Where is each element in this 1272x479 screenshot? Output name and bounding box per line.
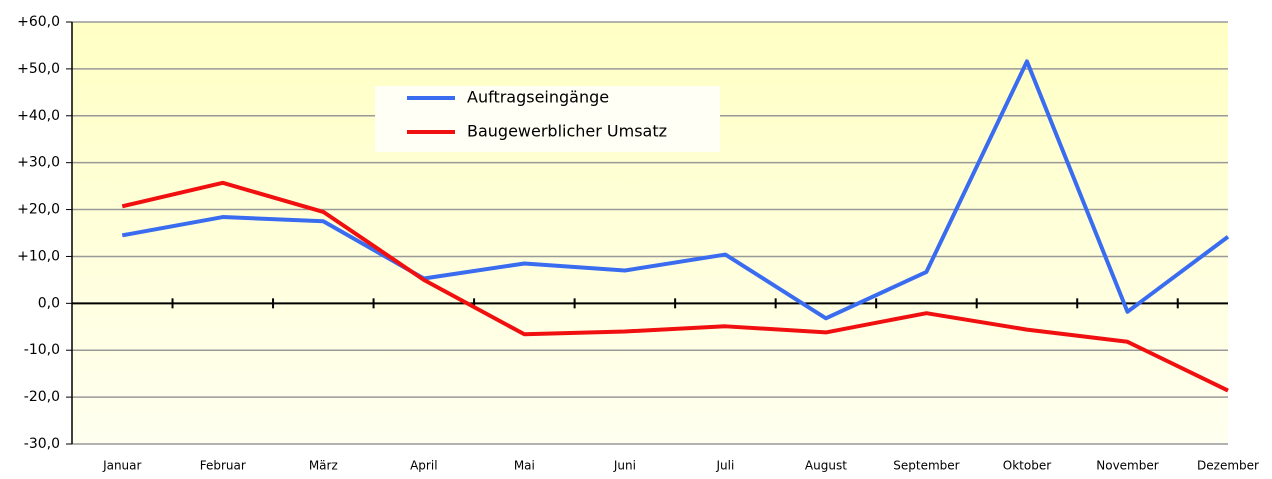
y-tick-label: 0,0 [38, 295, 60, 311]
y-tick-label: -10,0 [24, 342, 60, 358]
y-tick-label: +50,0 [17, 61, 60, 77]
y-tick-label: -30,0 [24, 436, 60, 452]
x-tick-label: Juni [613, 459, 636, 473]
y-tick-label: +10,0 [17, 248, 60, 264]
x-tick-label: Dezember [1197, 459, 1259, 473]
y-tick-label: -20,0 [24, 389, 60, 405]
y-tick-label: +30,0 [17, 155, 60, 171]
x-tick-label: September [893, 459, 959, 473]
x-tick-label: Februar [200, 459, 246, 473]
x-tick-label: April [410, 459, 437, 473]
x-tick-label: November [1096, 459, 1158, 473]
x-tick-label: Januar [102, 459, 141, 473]
series-line [121, 59, 1230, 321]
plot-area [72, 22, 1228, 444]
legend-label: Baugewerblicher Umsatz [467, 122, 667, 141]
x-tick-label: Oktober [1003, 459, 1051, 473]
legend-label: Auftragseingänge [467, 88, 609, 107]
x-tick-label: Mai [514, 459, 535, 473]
y-tick-label: +40,0 [17, 108, 60, 124]
y-tick-label: +60,0 [17, 14, 60, 30]
x-tick-label: März [309, 459, 338, 473]
x-tick-label: Juli [715, 459, 734, 473]
x-tick-label: August [805, 459, 847, 473]
series-line [121, 180, 1229, 393]
y-tick-label: +20,0 [17, 202, 60, 218]
